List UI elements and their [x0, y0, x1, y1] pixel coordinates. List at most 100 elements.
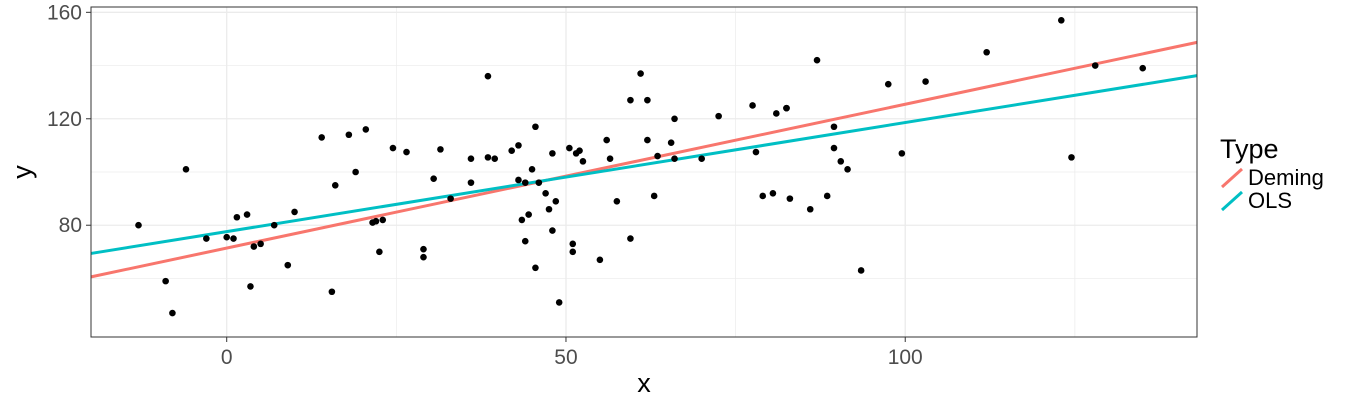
data-point — [637, 70, 644, 77]
data-point — [857, 267, 865, 274]
data-point — [542, 189, 549, 197]
data-point — [243, 211, 251, 218]
panel-border — [90, 6, 1198, 338]
data-point — [135, 221, 142, 229]
data-point — [1091, 62, 1099, 69]
data-point — [566, 144, 573, 152]
data-point — [549, 227, 556, 234]
data-point — [318, 134, 325, 141]
data-point — [823, 192, 831, 200]
data-point — [257, 240, 264, 248]
data-point — [783, 104, 790, 112]
regression-lines — [90, 40, 1198, 279]
axis-ticks: 0 50 100 80 120 160 — [47, 1, 923, 369]
data-point — [576, 147, 583, 155]
data-point — [545, 205, 553, 213]
data-point — [749, 102, 756, 109]
data-point — [484, 72, 492, 80]
data-point — [806, 205, 814, 213]
data-point — [437, 146, 444, 153]
data-point — [467, 155, 475, 162]
data-point — [525, 211, 532, 218]
data-point — [521, 237, 529, 245]
data-point — [752, 148, 760, 156]
data-point — [715, 112, 722, 120]
legend-label-deming: Deming — [1248, 165, 1324, 190]
data-point — [552, 197, 560, 205]
data-point — [420, 245, 427, 253]
data-point — [922, 78, 929, 85]
data-point — [830, 123, 838, 131]
data-point — [379, 216, 387, 224]
data-point — [627, 96, 634, 104]
data-point — [627, 235, 634, 242]
data-point — [759, 192, 767, 200]
y-tick-label: 120 — [47, 108, 82, 131]
data-point — [372, 217, 380, 225]
data-point — [884, 80, 892, 88]
data-point — [331, 182, 339, 189]
data-point — [515, 142, 522, 149]
legend-key-deming — [1220, 167, 1244, 189]
y-tick-label: 160 — [47, 1, 82, 24]
data-point — [1139, 64, 1147, 72]
data-point — [518, 216, 526, 224]
data-point — [515, 176, 522, 184]
grid-lines — [91, 7, 1197, 337]
data-point — [671, 115, 678, 123]
data-points — [135, 17, 1147, 317]
data-point — [376, 248, 383, 256]
data-point — [535, 179, 543, 186]
data-point — [555, 299, 563, 306]
data-point — [528, 166, 536, 173]
data-point — [169, 309, 176, 317]
data-point — [983, 48, 990, 56]
legend-title: Type — [1220, 134, 1279, 164]
data-point — [491, 155, 499, 162]
data-point — [549, 150, 556, 157]
data-point — [813, 56, 821, 64]
data-point — [233, 213, 241, 221]
data-point — [270, 221, 278, 229]
data-point — [667, 139, 675, 147]
data-point — [362, 126, 370, 133]
data-point — [579, 158, 587, 165]
data-point — [345, 131, 353, 139]
data-point — [403, 148, 410, 156]
y-tick-label: 80 — [59, 214, 82, 237]
x-tick-label: 0 — [221, 346, 233, 369]
data-point — [203, 235, 210, 242]
data-point — [773, 110, 780, 117]
data-point — [898, 150, 906, 157]
data-point — [447, 195, 454, 202]
y-axis-title: y — [7, 165, 37, 179]
data-point — [569, 240, 577, 248]
data-point — [223, 233, 231, 241]
data-point — [484, 154, 492, 161]
data-point — [698, 155, 705, 162]
data-point — [420, 253, 427, 261]
data-point — [467, 179, 475, 186]
data-point — [786, 195, 794, 202]
data-point — [291, 208, 298, 216]
x-tick-label: 100 — [888, 346, 923, 369]
x-tick-label: 50 — [554, 346, 577, 369]
data-point — [569, 248, 577, 256]
data-point — [247, 283, 254, 290]
data-point — [830, 144, 838, 152]
data-point — [837, 158, 845, 165]
data-point — [508, 147, 515, 155]
data-point — [596, 256, 604, 264]
data-point — [162, 277, 169, 285]
series-line-ols — [90, 74, 1198, 255]
data-point — [844, 166, 851, 173]
data-point — [671, 155, 678, 162]
x-axis-title: x — [637, 368, 651, 398]
legend-label-ols: OLS — [1248, 188, 1292, 213]
data-point — [606, 155, 614, 162]
data-point — [1057, 17, 1065, 24]
data-point — [1068, 154, 1075, 161]
data-point — [521, 179, 529, 186]
data-point — [644, 96, 651, 104]
